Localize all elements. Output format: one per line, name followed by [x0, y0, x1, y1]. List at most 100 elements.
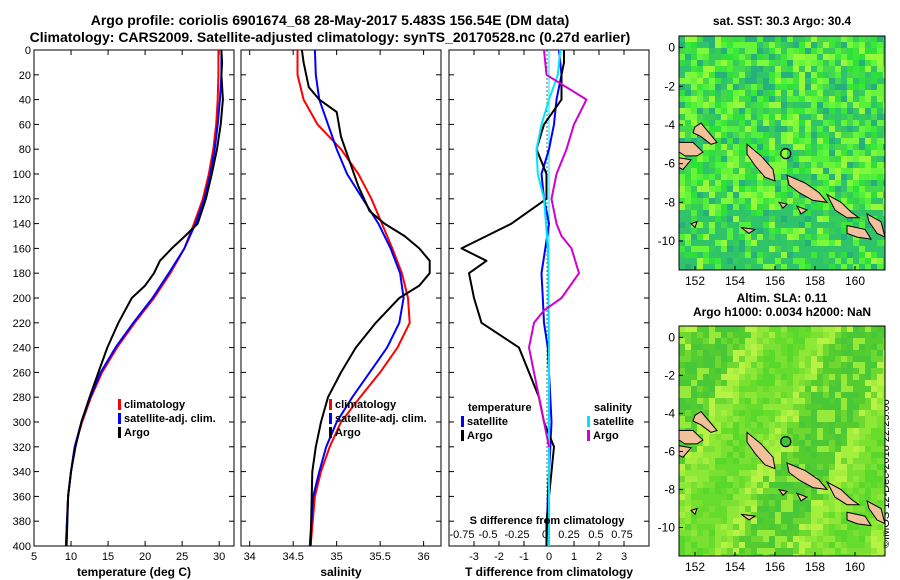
map-cell	[733, 192, 739, 198]
map-cell	[703, 168, 709, 174]
map-cell	[787, 240, 793, 246]
map-cell	[835, 506, 841, 512]
map-cell	[721, 102, 727, 108]
map-cell	[787, 54, 793, 60]
map-cell	[883, 410, 885, 416]
map-cell	[829, 464, 835, 470]
map-cell	[775, 90, 781, 96]
map-cell	[829, 180, 835, 186]
map-cell	[721, 542, 727, 548]
map-cell	[799, 228, 805, 234]
map-cell	[817, 240, 823, 246]
map-cell	[727, 198, 733, 204]
map-cell	[781, 180, 787, 186]
map-cell	[793, 210, 799, 216]
map-cell	[781, 500, 787, 506]
map-cell	[853, 494, 859, 500]
map-cell	[775, 78, 781, 84]
map-cell	[739, 42, 745, 48]
map-cell	[841, 174, 847, 180]
map-cell	[883, 132, 885, 138]
map-cell	[751, 422, 757, 428]
map-cell	[847, 84, 853, 90]
map-cell	[805, 246, 811, 252]
map-cell	[775, 252, 781, 258]
map-cell	[823, 36, 829, 42]
map-cell	[853, 192, 859, 198]
map-cell	[859, 380, 865, 386]
map-cell	[697, 452, 703, 458]
map-cell	[697, 386, 703, 392]
map-cell	[691, 524, 697, 530]
map-cell	[805, 530, 811, 536]
map-cell	[835, 464, 841, 470]
map-cell	[691, 452, 697, 458]
map-cell	[811, 440, 817, 446]
map-cell	[829, 186, 835, 192]
map-cell	[721, 434, 727, 440]
map-cell	[853, 120, 859, 126]
map-cell	[727, 344, 733, 350]
map-cell	[787, 398, 793, 404]
map-cell	[829, 530, 835, 536]
map-cell	[703, 434, 709, 440]
map-cell	[775, 482, 781, 488]
map-cell	[763, 440, 769, 446]
map-cell	[883, 350, 885, 356]
map-cell	[877, 114, 883, 120]
map-cell	[877, 258, 883, 264]
map-cell	[847, 36, 853, 42]
map-cell	[841, 144, 847, 150]
map-cell	[823, 362, 829, 368]
map-cell	[721, 66, 727, 72]
map-cell	[769, 554, 775, 556]
map-cell	[757, 174, 763, 180]
map-cell	[763, 422, 769, 428]
map-cell	[787, 186, 793, 192]
map-cell	[871, 240, 877, 246]
map-cell	[763, 54, 769, 60]
map-cell	[709, 156, 715, 162]
map-cell	[697, 368, 703, 374]
map-cell	[853, 102, 859, 108]
map-cell	[805, 48, 811, 54]
map-cell	[871, 120, 877, 126]
map-cell	[763, 246, 769, 252]
map-cell	[775, 446, 781, 452]
map-cell	[727, 374, 733, 380]
map-cell	[769, 48, 775, 54]
map-cell	[847, 386, 853, 392]
map-cell	[859, 192, 865, 198]
map-cell	[793, 356, 799, 362]
map-cell	[841, 410, 847, 416]
map-cell	[883, 488, 885, 494]
map-cell	[763, 500, 769, 506]
map-cell	[745, 428, 751, 434]
map-cell	[721, 258, 727, 264]
map-cell	[757, 506, 763, 512]
map-cell	[871, 36, 877, 42]
map-cell	[733, 240, 739, 246]
map-cell	[811, 240, 817, 246]
map-cell	[691, 536, 697, 542]
map-cell	[715, 66, 721, 72]
map-cell	[829, 204, 835, 210]
map-cell	[739, 132, 745, 138]
map-cell	[769, 500, 775, 506]
map-cell	[769, 362, 775, 368]
map-cell	[703, 96, 709, 102]
map-cell	[787, 416, 793, 422]
map-cell	[679, 350, 685, 356]
map-cell	[853, 374, 859, 380]
map-cell	[841, 222, 847, 228]
map-cell	[871, 374, 877, 380]
map-cell	[685, 252, 691, 258]
map-cell	[739, 78, 745, 84]
map-cell	[769, 186, 775, 192]
map-cell	[859, 240, 865, 246]
map-cell	[859, 368, 865, 374]
map-cell	[751, 126, 757, 132]
map-cell	[757, 356, 763, 362]
map-cell	[769, 542, 775, 548]
map-cell	[847, 132, 853, 138]
